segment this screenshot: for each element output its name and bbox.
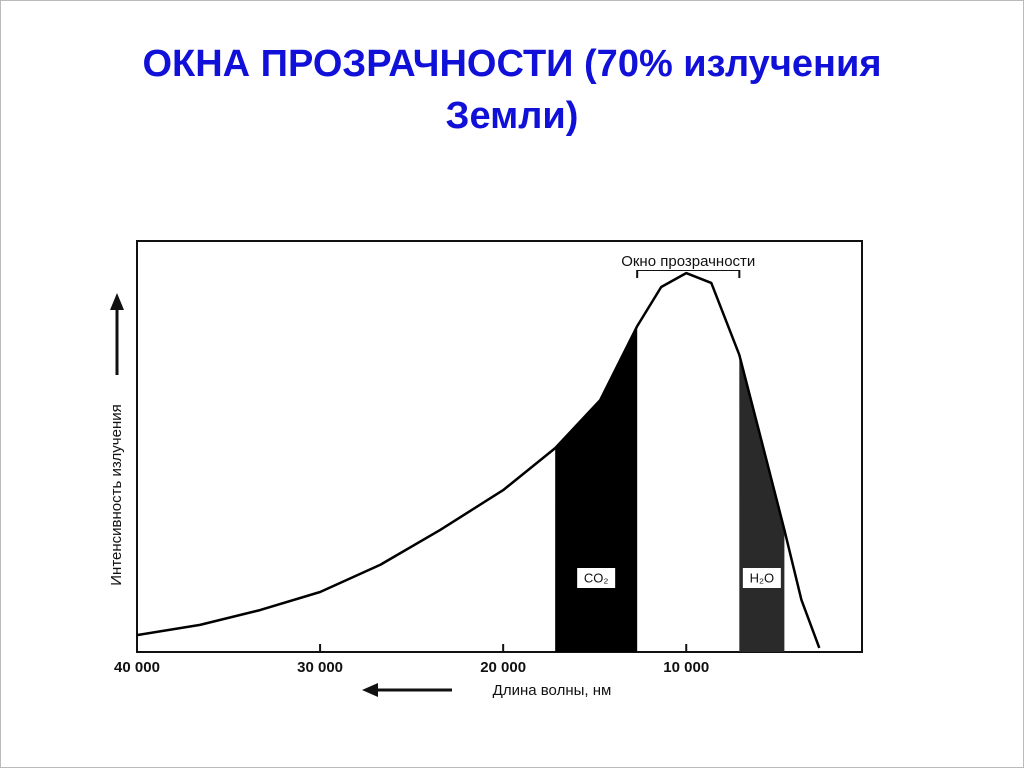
y-arrow-head — [110, 293, 124, 310]
band-label: H₂O — [750, 570, 775, 585]
x-arrow-head — [362, 683, 378, 697]
title-line: Земли) — [445, 95, 579, 137]
x-axis-label: Длина волны, нм — [493, 682, 612, 699]
slide-title: ОКНА ПРОЗРАЧНОСТИ (70% излучения Земли) — [0, 38, 1024, 142]
x-tick-label: 30 000 — [297, 659, 343, 676]
window-label-bg — [588, 254, 789, 270]
intensity-curve — [136, 271, 821, 649]
absorption-band — [555, 326, 638, 652]
title-line: ОКНА ПРОЗРАЧНОСТИ (70% излучения — [142, 43, 882, 85]
window-label: Окно прозрачности — [621, 253, 755, 270]
x-tick-label: 10 000 — [663, 659, 709, 676]
band-label-box — [577, 568, 616, 588]
x-tick-label: 20 000 — [480, 659, 526, 676]
band-label: CO₂ — [584, 570, 609, 585]
y-axis-label: Интенсивность излучения — [108, 404, 125, 586]
plot-frame — [136, 240, 863, 653]
x-tick-label: 40 000 — [114, 659, 160, 676]
band-label-box — [742, 568, 781, 588]
